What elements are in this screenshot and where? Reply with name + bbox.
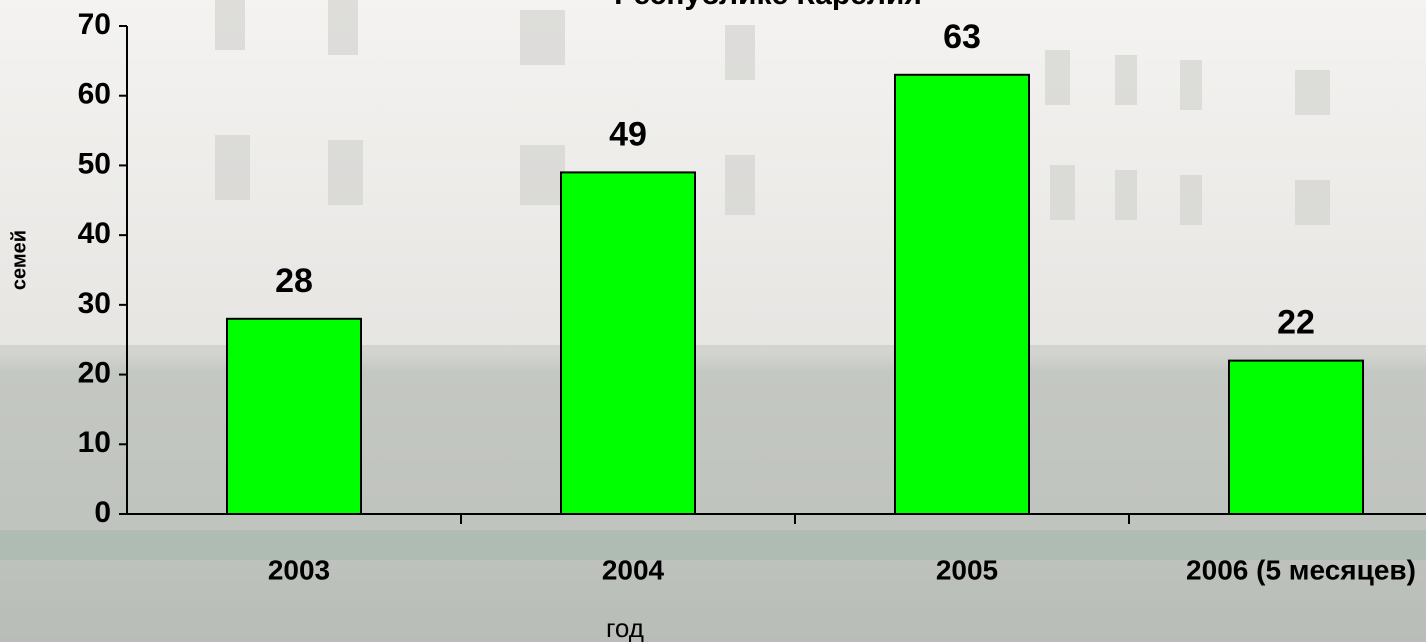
value-label: 49	[609, 115, 647, 153]
y-axis-label: семей	[8, 230, 30, 290]
y-tick-label: 60	[78, 78, 111, 111]
y-tick-label: 40	[78, 217, 111, 250]
y-tick-label: 10	[78, 426, 111, 459]
y-tick-label: 20	[78, 356, 111, 389]
background-fence	[0, 345, 1426, 515]
x-tick-label: 2005	[936, 554, 998, 585]
value-label: 22	[1277, 304, 1315, 342]
x-tick-label: 2003	[268, 554, 330, 585]
bar	[1229, 361, 1363, 514]
x-tick-label: 2004	[602, 554, 665, 585]
x-tick-label: 2006 (5 месяцев)	[1186, 554, 1416, 585]
x-axis-label: год	[606, 613, 644, 642]
value-label: 63	[943, 18, 981, 56]
value-label: 28	[275, 262, 313, 300]
chart: Республике Карелия семей год 0 10 20 30 40 50…	[0, 0, 1426, 642]
bar	[227, 319, 361, 514]
bar	[561, 172, 695, 514]
y-tick-label: 70	[78, 8, 111, 41]
y-tick-label: 30	[78, 287, 111, 320]
chart-title: Республике Карелия	[614, 0, 922, 11]
y-tick-label: 50	[78, 147, 111, 180]
bar	[895, 75, 1029, 514]
y-tick-label: 0	[94, 496, 111, 529]
